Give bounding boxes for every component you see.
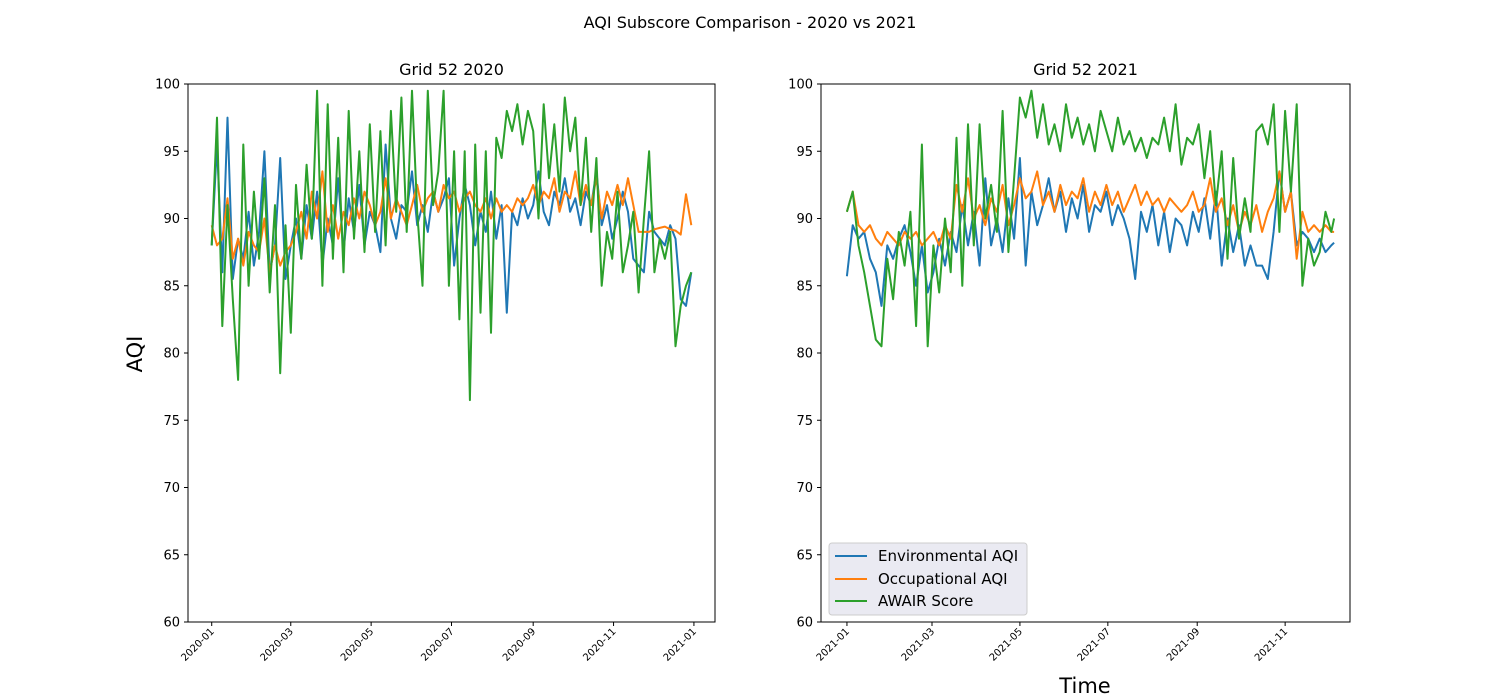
y-tick-label-2020: 65 <box>163 548 180 563</box>
legend: Environmental AQI Occupational AQI AWAIR… <box>828 542 1028 616</box>
y-tick-label-2020: 80 <box>163 347 180 362</box>
panel-title-2020: Grid 52 2020 <box>399 60 504 79</box>
y-tick-label-2020: 75 <box>163 414 180 429</box>
series-line-awair-score-2020 <box>210 89 693 402</box>
y-tick-label-2021: 70 <box>796 481 813 496</box>
y-axis-label: AQI <box>123 336 147 373</box>
y-tick-label-2021: 75 <box>796 414 813 429</box>
legend-box <box>828 542 1028 616</box>
series-line-occupational-aqi-2021 <box>845 170 1335 260</box>
y-tick-label-2021: 65 <box>796 548 813 563</box>
x-axis-label: Time <box>1058 674 1110 698</box>
y-tick-label-2020: 85 <box>163 279 180 294</box>
series-line-environmental-aqi-2021 <box>845 157 1335 307</box>
y-tick-label-2021: 95 <box>796 145 813 160</box>
figure-suptitle: AQI Subscore Comparison - 2020 vs 2021 <box>584 13 917 32</box>
legend-label-environmental: Environmental AQI <box>878 547 1018 565</box>
y-tick-label-2020: 70 <box>163 481 180 496</box>
y-tick-label-2020: 100 <box>155 78 180 93</box>
y-tick-label-2020: 60 <box>163 616 180 631</box>
legend-label-awair: AWAIR Score <box>878 592 973 610</box>
y-tick-label-2021: 80 <box>796 347 813 362</box>
legend-label-occupational: Occupational AQI <box>878 570 1008 588</box>
y-tick-label-2021: 90 <box>796 212 813 227</box>
panel-title-2021: Grid 52 2021 <box>1033 60 1138 79</box>
series-line-awair-score-2021 <box>845 89 1336 348</box>
y-tick-label-2021: 100 <box>788 78 813 93</box>
y-tick-label-2021: 60 <box>796 616 813 631</box>
y-tick-label-2020: 95 <box>163 145 180 160</box>
y-tick-label-2020: 90 <box>163 212 180 227</box>
y-tick-label-2021: 85 <box>796 279 813 294</box>
